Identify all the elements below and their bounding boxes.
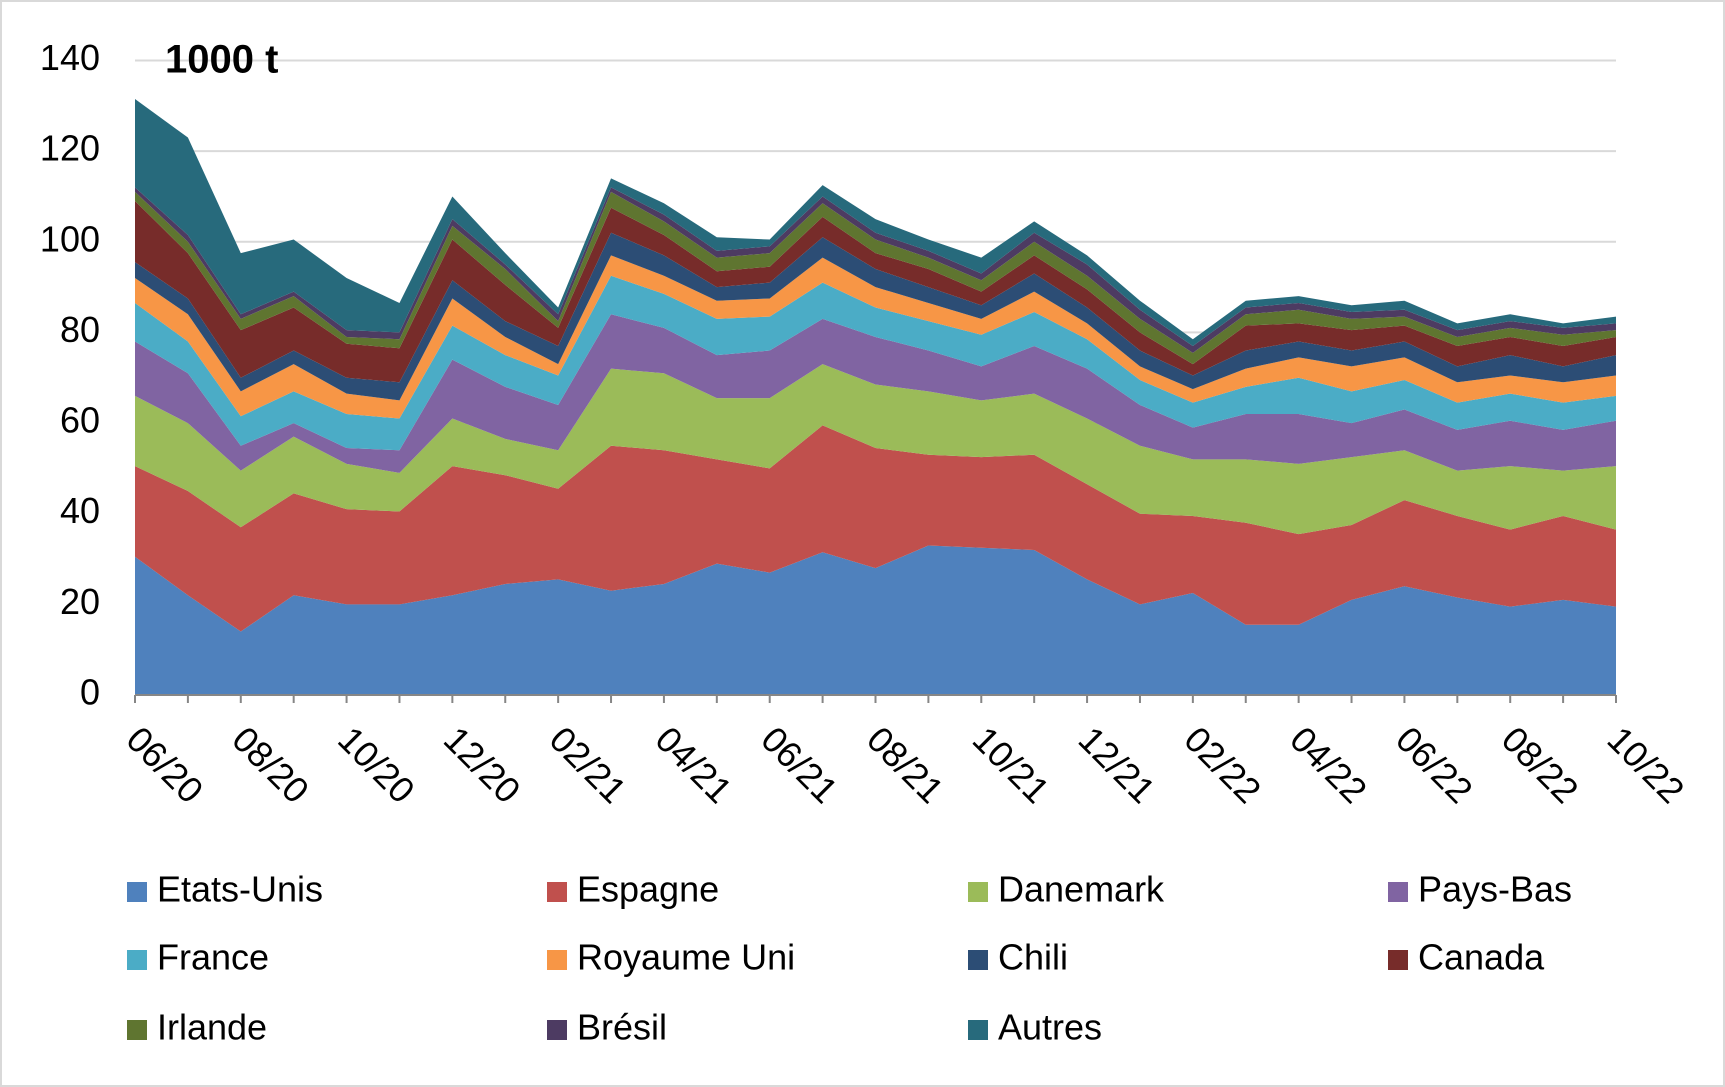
y-tick-label: 100: [40, 218, 100, 259]
legend-label: Canada: [1418, 937, 1545, 978]
legend-label: Irlande: [157, 1007, 267, 1048]
area: [135, 191, 1616, 365]
legend-swatch: [127, 1020, 147, 1040]
legend-swatch: [127, 950, 147, 970]
legend-swatch: [968, 882, 988, 902]
area: [135, 545, 1616, 695]
area: [135, 232, 1616, 401]
area: [135, 425, 1616, 632]
areas: [135, 99, 1616, 695]
y-tick-label: 120: [40, 128, 100, 169]
y-tick-label: 20: [60, 581, 100, 622]
area: [135, 364, 1616, 535]
legend-swatch: [968, 950, 988, 970]
area: [135, 99, 1616, 347]
legend-swatch: [1388, 882, 1408, 902]
y-tick-label: 40: [60, 490, 100, 531]
y-tick-label: 60: [60, 400, 100, 441]
legend-label: Etats-Unis: [157, 869, 323, 910]
legend-label: Danemark: [998, 869, 1165, 910]
legend-label: Brésil: [577, 1007, 667, 1048]
legend-swatch: [968, 1020, 988, 1040]
legend-label: Espagne: [577, 869, 719, 910]
legend-swatch: [547, 1020, 567, 1040]
area: [135, 200, 1616, 383]
legend: Etats-Unis Espagne Danemark Pays-Bas France R…: [127, 869, 1572, 1048]
y-tick-label: 140: [40, 37, 100, 78]
area: [135, 275, 1616, 451]
unit-label: 1000 t: [165, 38, 278, 82]
legend-label: Chili: [998, 937, 1068, 978]
legend-swatch: [547, 882, 567, 902]
legend-label: Royaume Uni: [577, 937, 795, 978]
area: [135, 255, 1616, 419]
area: [135, 187, 1616, 353]
y-tick-label: 0: [80, 672, 100, 713]
y-tick-label: 80: [60, 309, 100, 350]
legend-label: Pays-Bas: [1418, 869, 1572, 910]
legend-swatch: [127, 882, 147, 902]
area: [135, 314, 1616, 473]
legend-swatch: [1388, 950, 1408, 970]
legend-label: Autres: [998, 1007, 1102, 1048]
legend-label: France: [157, 937, 269, 978]
legend-swatch: [547, 950, 567, 970]
